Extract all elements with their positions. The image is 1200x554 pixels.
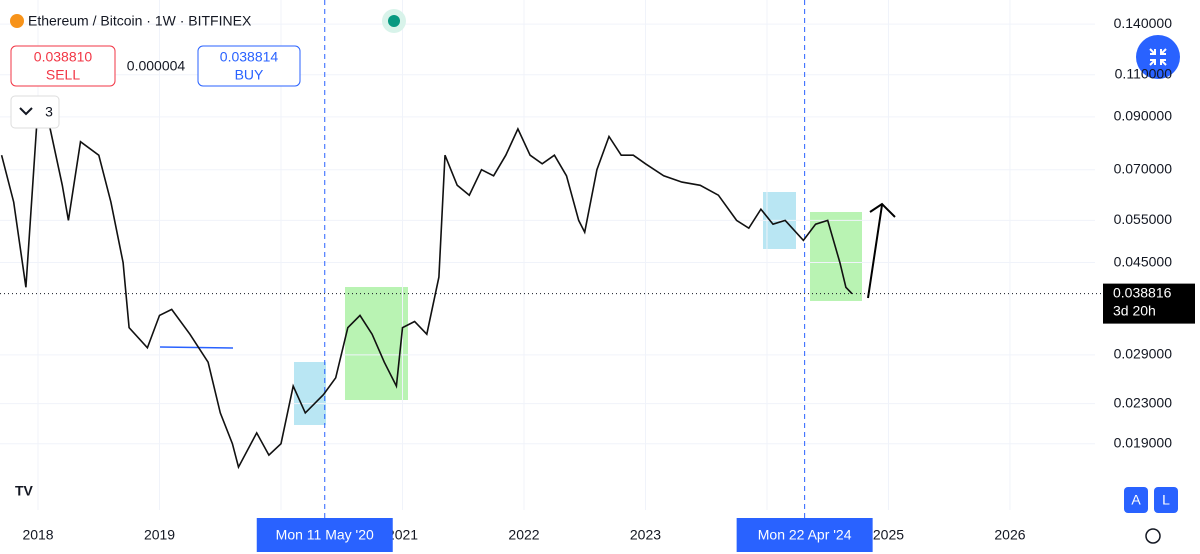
marker-label: Mon 22 Apr '24 [758,527,852,543]
y-tick-label: 0.110000 [1115,65,1173,81]
last-price-label: 0.038816 [1113,284,1172,300]
countdown: 3d 20h [1113,302,1156,318]
highlight-box [810,212,862,301]
fullscreen-icon [1149,48,1167,66]
price-line [0,102,853,470]
last-price-bg [1103,283,1195,324]
auto-scale-button[interactable] [1124,487,1148,513]
marker-label-bg [256,518,393,552]
y-tick-label: 0.055000 [1114,211,1173,227]
x-tick-label: 2026 [994,527,1025,543]
marker-label-bg [736,518,873,552]
status-dot [388,15,400,27]
y-tick-label: 0.090000 [1114,108,1173,124]
buy-price: 0.038814 [220,49,279,65]
y-tick-label: 0.045000 [1114,253,1173,269]
y-tick-label: 0.140000 [1114,15,1173,31]
buy-button[interactable] [197,45,301,87]
buy-label: BUY [235,67,264,83]
x-tick-label: 2019 [144,527,175,543]
arrow-head [869,202,896,218]
x-tick-label: 2021 [387,527,418,543]
symbol-title: Ethereum / Bitcoin · 1W · BITFINEX [28,13,252,29]
x-tick-label: 2023 [630,527,661,543]
arrow [867,204,883,299]
log-scale-button[interactable] [1154,487,1178,513]
y-tick-label: 0.019000 [1114,434,1173,450]
spread: 0.000004 [127,58,186,74]
y-tick-label: 0.029000 [1114,346,1173,362]
settings-icon[interactable] [1145,528,1161,544]
sell-button[interactable] [10,45,116,87]
chevron [19,107,33,116]
x-tick-label: 2022 [508,527,539,543]
x-tick-label: 2018 [22,527,53,543]
auto-scale-label: A [1131,492,1141,508]
logo: TV [15,483,34,499]
sell-label: SELL [46,67,80,83]
sell-price: 0.038810 [34,49,93,65]
y-tick-label: 0.070000 [1114,160,1173,176]
fullscreen-button[interactable] [1136,35,1180,79]
indicators-toggle[interactable] [10,95,60,129]
marker-label: Mon 11 May '20 [276,527,374,543]
highlight-box [294,362,326,425]
log-scale-label: L [1162,492,1170,508]
y-tick-label: 0.023000 [1114,394,1173,410]
indicator-count: 3 [45,104,53,120]
x-tick-label: 2025 [873,527,904,543]
drawn-line [159,346,234,349]
symbol-icon [10,14,24,28]
